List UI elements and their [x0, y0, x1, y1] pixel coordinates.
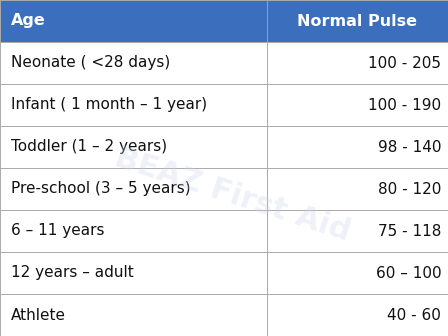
Text: 40 - 60: 40 - 60: [388, 307, 441, 323]
Text: Normal Pulse: Normal Pulse: [297, 13, 417, 29]
Bar: [0, 42, 448, 84]
Text: 60 – 100: 60 – 100: [376, 265, 441, 281]
Text: Athlete: Athlete: [11, 307, 66, 323]
Text: 6 – 11 years: 6 – 11 years: [11, 223, 105, 239]
Text: Age: Age: [11, 13, 46, 29]
Bar: [0, 0, 448, 42]
Text: 98 - 140: 98 - 140: [378, 139, 441, 155]
Text: 100 - 205: 100 - 205: [368, 55, 441, 71]
Bar: [0, 294, 448, 336]
Bar: [0, 210, 448, 252]
Bar: [0, 168, 448, 210]
Text: Neonate ( <28 days): Neonate ( <28 days): [11, 55, 170, 71]
Text: 12 years – adult: 12 years – adult: [11, 265, 134, 281]
Text: 80 - 120: 80 - 120: [378, 181, 441, 197]
Text: BEAZ First Aid: BEAZ First Aid: [112, 143, 354, 247]
Text: Toddler (1 – 2 years): Toddler (1 – 2 years): [11, 139, 167, 155]
Text: Infant ( 1 month – 1 year): Infant ( 1 month – 1 year): [11, 97, 207, 113]
Text: 75 - 118: 75 - 118: [378, 223, 441, 239]
Text: 100 - 190: 100 - 190: [368, 97, 441, 113]
Bar: [0, 252, 448, 294]
Bar: [0, 84, 448, 126]
Bar: [0, 126, 448, 168]
Text: Pre-school (3 – 5 years): Pre-school (3 – 5 years): [11, 181, 191, 197]
